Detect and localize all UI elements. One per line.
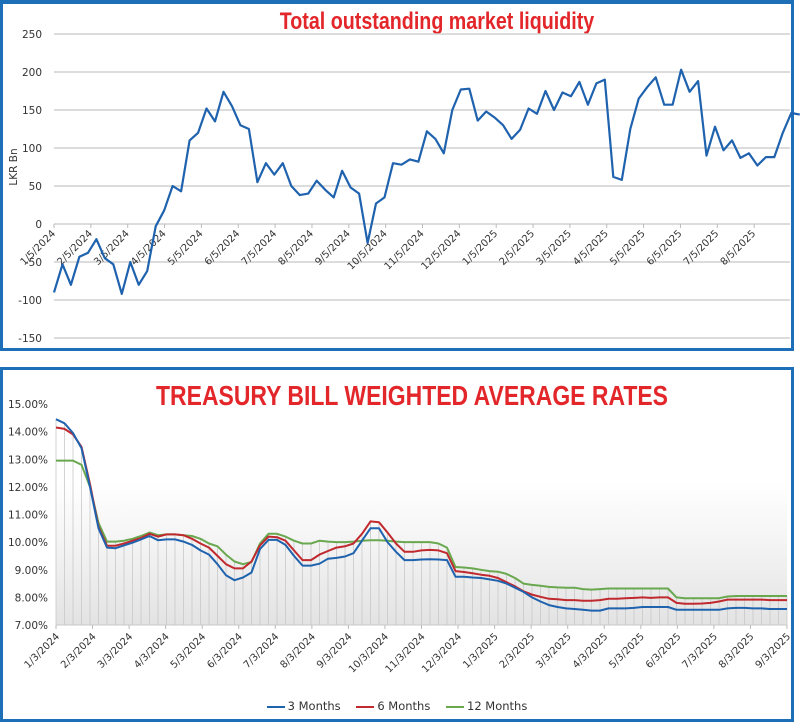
x-tick-label: 5/3/2024 bbox=[169, 631, 209, 671]
x-tick-label: 6/3/2025 bbox=[644, 631, 684, 671]
y-tick-label: -100 bbox=[18, 295, 42, 307]
x-tick-label: 3/3/2025 bbox=[534, 631, 574, 671]
y-tick-label: 0 bbox=[35, 219, 42, 231]
x-tick-label: 1/3/2025 bbox=[461, 631, 501, 671]
y-tick-label: 10.00% bbox=[8, 537, 48, 549]
tbill-legend: 3 Months 6 Months 12 Months bbox=[3, 699, 791, 713]
x-tick-label: 7/3/2025 bbox=[680, 631, 720, 671]
legend-swatch-3-months bbox=[267, 706, 285, 708]
y-tick-label: 7.00% bbox=[15, 620, 48, 632]
y-tick-label: 12.00% bbox=[8, 482, 48, 494]
x-tick-label: 4/3/2025 bbox=[571, 631, 611, 671]
y-tick-label: 200 bbox=[22, 67, 42, 79]
legend-item-3-months: 3 Months bbox=[267, 699, 341, 713]
y-tick-label: 11.00% bbox=[8, 510, 48, 522]
x-tick-label: 5/3/2025 bbox=[607, 631, 647, 671]
x-tick-label: 6/3/2024 bbox=[205, 631, 245, 671]
y-tick-label: 250 bbox=[22, 29, 42, 41]
x-tick-label: 12/5/2024 bbox=[419, 228, 463, 272]
y-tick-label: -150 bbox=[18, 333, 42, 345]
x-tick-label: 12/3/2024 bbox=[420, 631, 464, 675]
legend-swatch-6-months bbox=[356, 706, 374, 708]
x-tick-label: 8/3/2025 bbox=[717, 631, 757, 671]
x-tick-label: 7/3/2024 bbox=[242, 631, 282, 671]
x-tick-label: 8/3/2024 bbox=[278, 631, 318, 671]
legend-label-12-months: 12 Months bbox=[467, 699, 527, 713]
y-tick-label: 100 bbox=[22, 143, 42, 155]
x-tick-label: 3/3/2024 bbox=[96, 631, 136, 671]
x-tick-label: 1/3/2024 bbox=[23, 631, 63, 671]
legend-label-3-months: 3 Months bbox=[288, 699, 341, 713]
tbill-chart: 15.00% 14.00% 13.00% 12.00% 11.00% 10.00% 9.00… bbox=[3, 370, 797, 725]
legend-swatch-12-months bbox=[446, 706, 464, 708]
y-tick-label: 9.00% bbox=[15, 565, 48, 577]
y-tick-label: 50 bbox=[29, 181, 42, 193]
legend-item-6-months: 6 Months bbox=[356, 699, 430, 713]
y-tick-label: 14.00% bbox=[8, 427, 48, 439]
x-tick-label: 2/3/2024 bbox=[59, 631, 99, 671]
legend-label-6-months: 6 Months bbox=[377, 699, 430, 713]
y-tick-label: 15.00% bbox=[8, 399, 48, 411]
tbill-chart-panel: TREASURY BILL WEIGHTED AVERAGE RATES 15.… bbox=[0, 367, 794, 722]
x-tick-label: 4/3/2024 bbox=[132, 631, 172, 671]
y-axis-label: LKR Bn bbox=[8, 148, 20, 185]
y-tick-label: 8.00% bbox=[15, 592, 48, 604]
x-tick-label: 9/3/2025 bbox=[754, 631, 794, 671]
x-tick-label: 2/3/2025 bbox=[498, 631, 538, 671]
legend-item-12-months: 12 Months bbox=[446, 699, 527, 713]
y-tick-label: 13.00% bbox=[8, 454, 48, 466]
y-tick-label: 150 bbox=[22, 105, 42, 117]
